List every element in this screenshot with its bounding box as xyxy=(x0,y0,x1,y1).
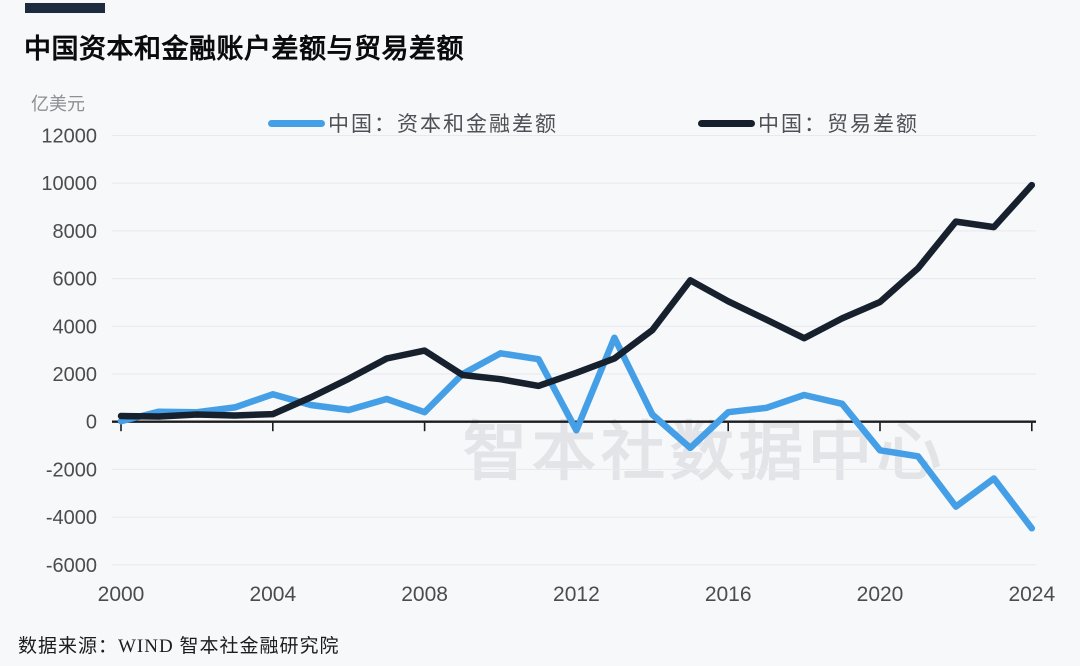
data-source: 数据来源：WIND 智本社金融研究院 xyxy=(18,636,340,657)
legend-label-capital-account: 中国：资本和金融差额 xyxy=(328,113,558,136)
chart-title: 中国资本和金融账户差额与贸易差额 xyxy=(24,34,464,64)
y-axis-tick-label: -2000 xyxy=(46,459,97,481)
y-axis-tick-label: 10000 xyxy=(41,173,97,195)
y-axis-tick-label: -4000 xyxy=(46,507,97,529)
legend-swatch-capital-account-icon xyxy=(268,119,325,127)
legend-label-trade-balance: 中国：贸易差额 xyxy=(758,113,919,136)
y-axis-tick-label: 6000 xyxy=(53,269,98,291)
x-axis-tick-label: 2024 xyxy=(1008,583,1055,606)
series-line-1 xyxy=(117,181,1036,420)
y-axis-tick-label: 4000 xyxy=(53,316,98,338)
x-axis-tick-label: 2012 xyxy=(553,583,600,606)
y-axis-unit-label: 亿美元 xyxy=(31,94,85,114)
x-axis-tick-label: 2016 xyxy=(705,583,752,606)
legend-item-trade-balance: 中国：贸易差额 xyxy=(698,112,919,136)
accent-bar xyxy=(25,3,105,13)
y-axis-tick-label: 12000 xyxy=(41,126,97,148)
series-line-0 xyxy=(117,334,1036,532)
y-axis-tick-label: 8000 xyxy=(53,221,98,243)
x-axis-tick-label: 2004 xyxy=(249,583,296,606)
x-axis-tick-label: 2020 xyxy=(857,583,904,606)
y-axis-tick-label: 0 xyxy=(86,412,97,434)
legend-item-capital-account: 中国：资本和金融差额 xyxy=(268,112,558,136)
y-axis-tick-label: -6000 xyxy=(46,555,97,577)
legend-swatch-trade-balance-icon xyxy=(698,119,755,127)
x-axis-tick-label: 2000 xyxy=(98,583,145,606)
y-axis-tick-label: 2000 xyxy=(53,364,98,386)
x-axis-tick-label: 2008 xyxy=(401,583,448,606)
